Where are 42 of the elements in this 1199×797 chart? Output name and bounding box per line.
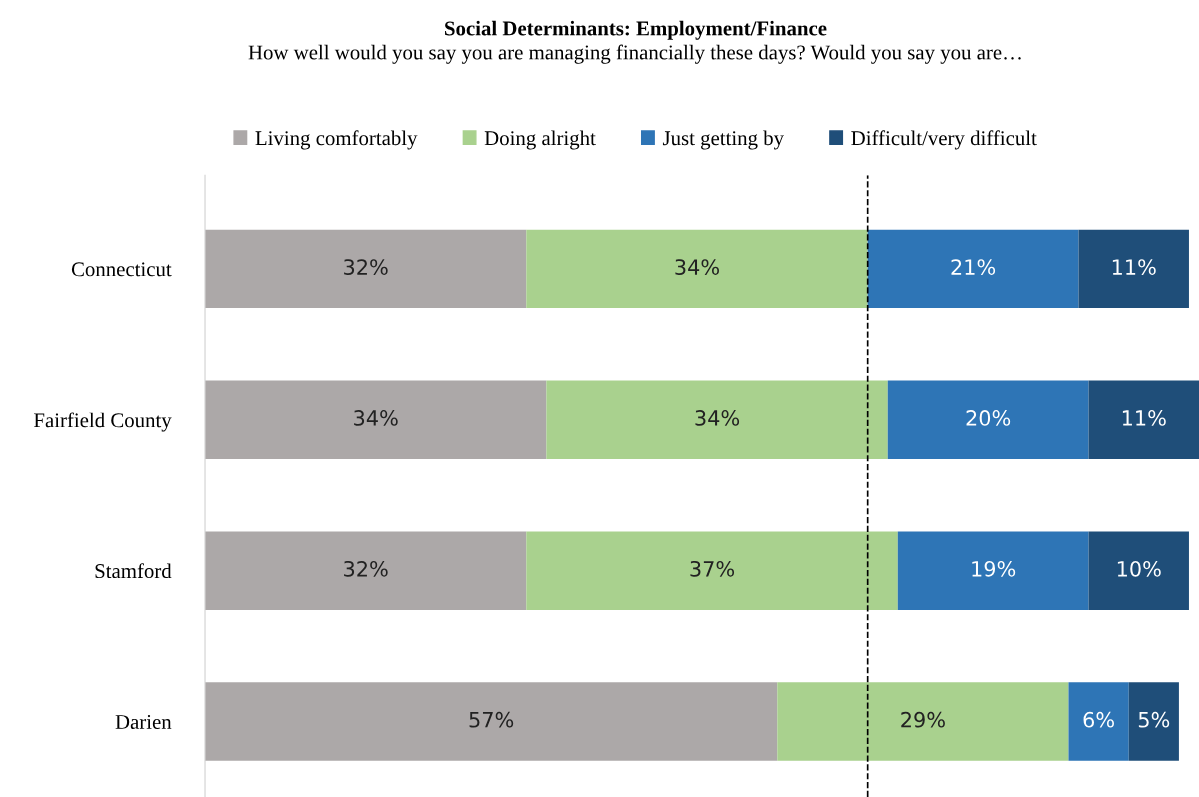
data-label: 10% bbox=[1117, 560, 1161, 577]
bar bbox=[205, 229, 527, 309]
y-tick-label: Fairfield County bbox=[34, 412, 172, 432]
data-label: 37% bbox=[690, 560, 735, 577]
legend-label: Doing alright bbox=[484, 130, 596, 150]
bar bbox=[205, 682, 778, 761]
data-label: 57% bbox=[469, 711, 514, 728]
legend-label: Difficult/very difficult bbox=[851, 130, 1037, 150]
legend-label: Just getting by bbox=[662, 130, 784, 150]
bar bbox=[1088, 380, 1199, 460]
data-label: 6% bbox=[1083, 711, 1114, 728]
y-tick-label: Darien bbox=[115, 714, 172, 729]
chart-subtitle: How well would you say you are managing financially these days? Would you say you are… bbox=[248, 44, 1021, 64]
data-label: 11% bbox=[1112, 259, 1156, 275]
data-label: 19% bbox=[972, 560, 1016, 577]
legend-label: Living comfortably bbox=[255, 130, 418, 150]
data-label: 29% bbox=[901, 711, 945, 728]
bar bbox=[1078, 229, 1189, 309]
bar bbox=[867, 229, 1079, 309]
data-label: 32% bbox=[344, 560, 388, 577]
bar bbox=[887, 380, 1089, 460]
data-label: 34% bbox=[695, 410, 740, 426]
data-label: 21% bbox=[951, 259, 996, 275]
bar bbox=[205, 380, 547, 460]
data-label: 34% bbox=[354, 410, 398, 426]
data-label: 34% bbox=[675, 259, 719, 275]
data-label: 20% bbox=[966, 410, 1011, 426]
bar bbox=[1128, 682, 1179, 761]
bar bbox=[526, 229, 868, 309]
chart-title: Social Determinants: Employment/Finance bbox=[445, 20, 827, 40]
bar bbox=[546, 380, 888, 460]
bar bbox=[526, 531, 898, 610]
bar bbox=[897, 531, 1089, 610]
bar bbox=[1068, 682, 1129, 761]
data-label: 11% bbox=[1122, 410, 1166, 426]
bar bbox=[205, 531, 527, 610]
data-label: 32% bbox=[344, 259, 388, 275]
y-tick-label: Stamford bbox=[95, 563, 172, 579]
data-label: 5% bbox=[1138, 711, 1170, 728]
bar bbox=[777, 682, 1069, 761]
bar bbox=[1088, 531, 1189, 610]
y-tick-label: Connecticut bbox=[71, 262, 172, 277]
